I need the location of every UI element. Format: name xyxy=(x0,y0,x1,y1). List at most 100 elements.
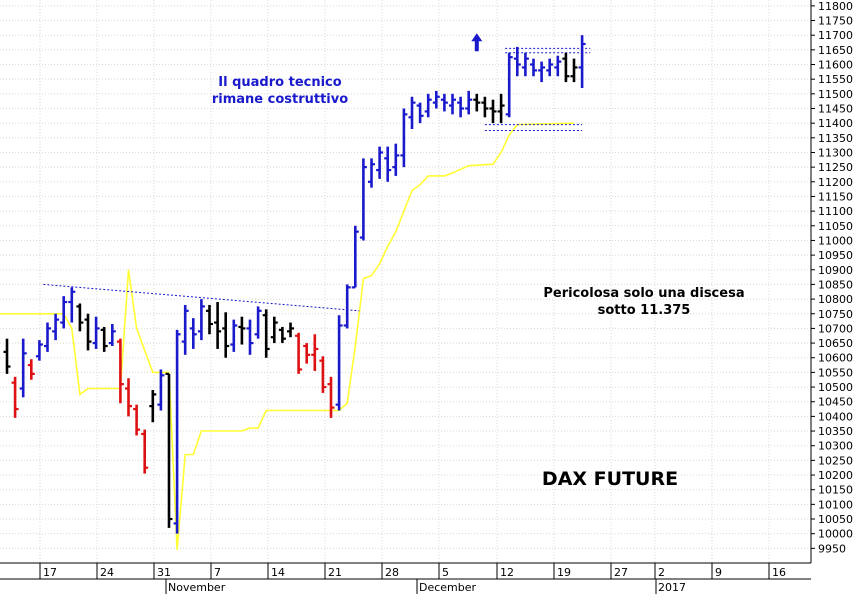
y-tick-label: 11100 xyxy=(818,205,853,218)
ohlc-bar xyxy=(27,359,35,380)
ohlc-bar xyxy=(52,313,60,341)
ohlc-bar xyxy=(521,52,529,77)
ohlc-bar xyxy=(538,61,546,83)
x-tick-label: 5 xyxy=(442,566,449,579)
x-tick-label: 24 xyxy=(100,566,114,579)
y-tick-label: 10600 xyxy=(818,352,853,365)
x-tick-label: 27 xyxy=(614,566,628,579)
ohlc-bar xyxy=(100,326,108,352)
ohlc-bar xyxy=(238,316,246,345)
y-tick-label: 10550 xyxy=(818,366,853,379)
ohlc-bar xyxy=(92,316,100,349)
y-tick-label: 11450 xyxy=(818,102,853,115)
ohlc-bar xyxy=(578,35,586,88)
x-tick-label: 7 xyxy=(214,566,221,579)
ohlc-bar xyxy=(497,93,505,124)
trendline-layer xyxy=(43,47,591,312)
ohlc-bar xyxy=(141,429,149,474)
ohlc-bar xyxy=(359,158,367,241)
ohlc-bar xyxy=(189,318,197,349)
ohlc-bar xyxy=(392,143,400,176)
ohlc-bar xyxy=(116,338,124,404)
ohlc-bar xyxy=(278,326,286,344)
ohlc-bar xyxy=(481,96,489,118)
y-tick-label: 11600 xyxy=(818,59,853,72)
ohlc-bar xyxy=(197,299,205,341)
y-tick-label: 10150 xyxy=(818,484,853,497)
annotation-line-1: Il quadro tecnico xyxy=(218,75,342,90)
y-tick-label: 10100 xyxy=(818,498,853,511)
ohlc-bar xyxy=(11,376,19,418)
ohlc-bar xyxy=(157,369,165,411)
y-tick-label: 10250 xyxy=(818,454,853,467)
y-tick-label: 10000 xyxy=(818,528,853,541)
indicator-line xyxy=(0,122,575,550)
y-tick-label: 11700 xyxy=(818,29,853,42)
y-tick-label: 10500 xyxy=(818,381,853,394)
ohlc-bar xyxy=(254,306,262,339)
grid xyxy=(0,0,811,563)
y-tick-label: 11300 xyxy=(818,146,853,159)
x-tick-label: 16 xyxy=(772,566,786,579)
y-tick-label: 11400 xyxy=(818,117,853,130)
x-tick-label: 12 xyxy=(500,566,514,579)
y-tick-label: 10750 xyxy=(818,308,853,321)
ohlc-bar xyxy=(546,58,554,77)
ohlc-bar xyxy=(424,93,432,118)
ohlc-bar xyxy=(84,313,92,351)
ohlc-bar xyxy=(376,146,384,179)
month-label: December xyxy=(419,581,477,594)
y-tick-label: 11800 xyxy=(818,0,853,13)
ohlc-bar xyxy=(530,58,537,77)
ohlc-bar xyxy=(35,340,43,361)
x-tick-label: 21 xyxy=(328,566,342,579)
ohlc-bar xyxy=(343,284,351,329)
ohlc-bar xyxy=(335,315,343,411)
y-tick-label: 11000 xyxy=(818,234,853,247)
y-tick-label: 10700 xyxy=(818,322,853,335)
ohlc-bar xyxy=(270,316,278,344)
ohlc-bar xyxy=(295,332,303,374)
ohlc-bar xyxy=(222,312,230,358)
y-tick-label: 10300 xyxy=(818,440,853,453)
y-tick-label: 11150 xyxy=(818,190,853,203)
ohlc-bar xyxy=(554,55,562,77)
ohlc-bar xyxy=(384,146,392,182)
ohlc-bar xyxy=(165,372,173,528)
ohlc-bar xyxy=(449,93,456,115)
ohlc-bar xyxy=(473,93,481,112)
y-tick-label: 10400 xyxy=(818,410,853,423)
x-tick-label: 31 xyxy=(157,566,171,579)
y-tick-label: 10800 xyxy=(818,293,853,306)
annotation-technical: Il quadro tecnico rimane costruttivo xyxy=(195,74,365,108)
month-label: 2017 xyxy=(658,581,686,594)
ohlc-bar xyxy=(562,52,570,83)
ohlc-bar xyxy=(457,96,465,118)
ohlc-bar xyxy=(206,304,213,335)
y-tick-label: 10050 xyxy=(818,513,853,526)
ohlc-bar xyxy=(327,376,335,418)
annotation-line-2: rimane costruttivo xyxy=(211,92,349,107)
y-tick-label: 11500 xyxy=(818,88,853,101)
ohlc-bar xyxy=(125,378,132,417)
annotation-line-3: Pericolosa solo una discesa xyxy=(543,286,745,301)
chart-title: DAX FUTURE xyxy=(541,468,679,490)
ohlc-bar xyxy=(214,302,222,349)
ohlc-bar xyxy=(68,287,76,323)
ohlc-bar xyxy=(465,90,473,115)
ohlc-bar xyxy=(489,99,497,124)
x-tick-label: 2 xyxy=(658,566,665,579)
y-tick-label: 11650 xyxy=(818,44,853,57)
ohlc-bar xyxy=(416,102,424,124)
x-tick-label: 19 xyxy=(557,566,571,579)
ohlc-bar xyxy=(319,356,327,393)
ohlc-bar xyxy=(230,319,238,352)
indicator-layer xyxy=(0,122,575,550)
ohlc-bar xyxy=(173,329,181,534)
price-bars xyxy=(3,35,586,534)
ohlc-bar xyxy=(570,58,578,83)
ohlc-bar xyxy=(149,389,157,423)
ohlc-bar xyxy=(408,96,416,130)
ohlc-bar xyxy=(513,46,521,77)
